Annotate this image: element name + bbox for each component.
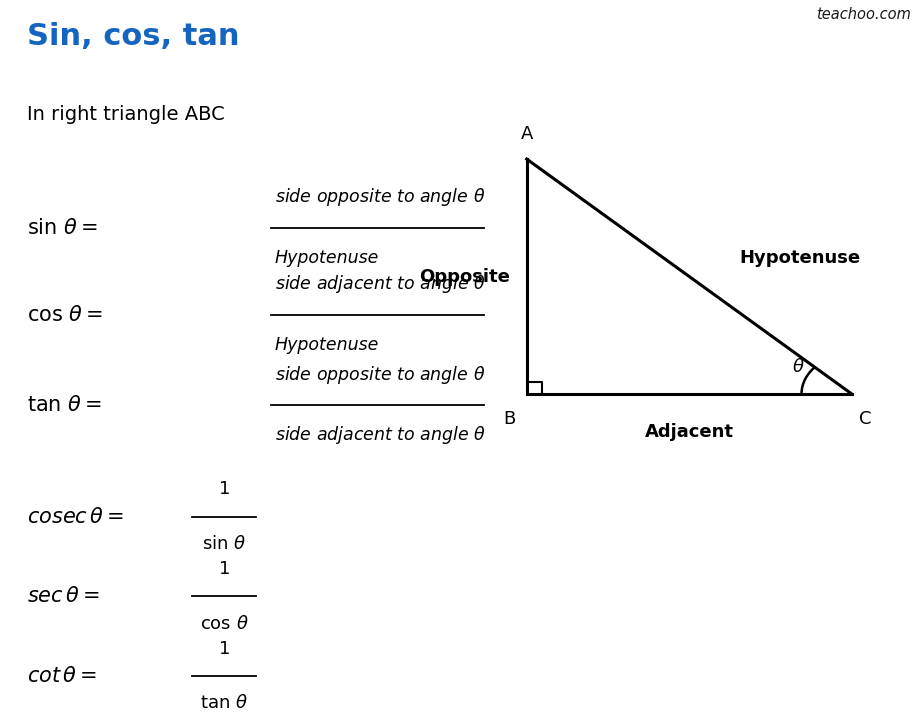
Text: teachoo.com: teachoo.com xyxy=(816,7,911,22)
Text: $\cos\,\theta$: $\cos\,\theta$ xyxy=(200,615,249,633)
Text: Hypotenuse: Hypotenuse xyxy=(275,336,379,354)
Text: $\tan\,\theta =$: $\tan\,\theta =$ xyxy=(27,395,103,415)
Text: Hypotenuse: Hypotenuse xyxy=(739,249,861,268)
Text: Opposite: Opposite xyxy=(420,268,510,286)
Text: C: C xyxy=(859,410,872,428)
Text: $\theta$: $\theta$ xyxy=(792,358,805,375)
Text: In right triangle ABC: In right triangle ABC xyxy=(27,105,225,124)
Text: $\cos\,\theta =$: $\cos\,\theta =$ xyxy=(27,304,104,325)
Text: $\tan\,\theta$: $\tan\,\theta$ xyxy=(201,695,248,712)
Text: $\sin\,\theta$: $\sin\,\theta$ xyxy=(202,536,246,553)
Text: A: A xyxy=(520,125,533,143)
Text: $cot\,\theta =$: $cot\,\theta =$ xyxy=(27,666,97,686)
Text: $\sin\,\theta =$: $\sin\,\theta =$ xyxy=(27,218,98,238)
Text: side adjacent to angle $\theta$: side adjacent to angle $\theta$ xyxy=(275,273,485,295)
Text: 1: 1 xyxy=(219,481,230,498)
Text: side opposite to angle $\theta$: side opposite to angle $\theta$ xyxy=(275,364,485,385)
Text: side adjacent to angle $\theta$: side adjacent to angle $\theta$ xyxy=(275,424,485,446)
Text: side opposite to angle $\theta$: side opposite to angle $\theta$ xyxy=(275,187,485,208)
Text: $cosec\,\theta =$: $cosec\,\theta =$ xyxy=(27,507,125,527)
Text: Sin, cos, tan: Sin, cos, tan xyxy=(27,22,240,51)
Text: $sec\,\theta =$: $sec\,\theta =$ xyxy=(27,586,100,607)
Text: 1: 1 xyxy=(219,640,230,657)
Text: B: B xyxy=(504,410,516,428)
Text: Adjacent: Adjacent xyxy=(645,423,734,441)
Text: 1: 1 xyxy=(219,560,230,578)
Text: Hypotenuse: Hypotenuse xyxy=(275,249,379,267)
